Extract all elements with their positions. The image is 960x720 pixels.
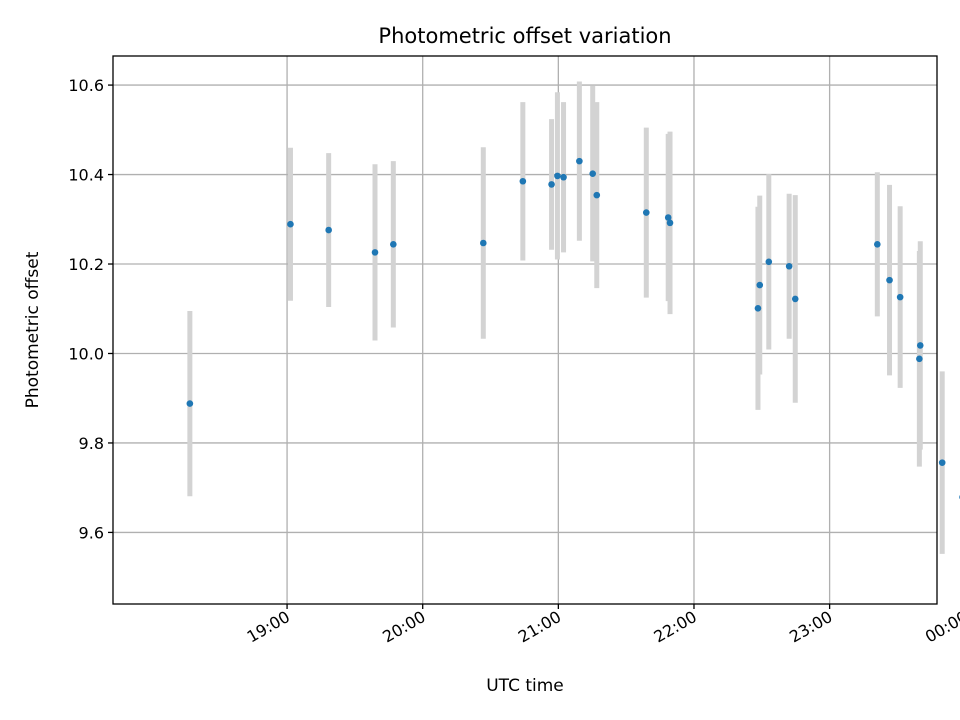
data-point: [287, 220, 294, 228]
y-tick-label: 10.0: [68, 344, 104, 363]
data-point: [754, 305, 762, 312]
data-point: [886, 276, 893, 284]
data-point: [916, 342, 924, 349]
data-point: [371, 249, 379, 256]
data-point: [938, 459, 946, 466]
data-point: [916, 355, 923, 363]
data-point: [765, 258, 773, 266]
y-tick-label: 10.6: [68, 76, 104, 95]
data-point: [186, 400, 194, 407]
y-tick-label: 9.6: [79, 523, 104, 542]
data-point: [576, 157, 583, 165]
chart-title: Photometric offset variation: [378, 24, 671, 48]
data-point: [874, 241, 881, 248]
data-point: [896, 293, 904, 301]
data-point: [519, 177, 527, 185]
data-point: [642, 209, 650, 216]
data-point-layer: [186, 157, 960, 500]
data-point: [589, 170, 597, 177]
y-tick-label: 10.4: [68, 166, 104, 185]
y-axis-label: Photometric offset: [23, 251, 43, 408]
data-point: [390, 241, 397, 248]
data-point: [560, 173, 567, 181]
data-point: [325, 226, 332, 234]
y-tick-label: 9.8: [79, 434, 104, 453]
data-point: [548, 181, 555, 188]
data-point: [791, 295, 799, 303]
data-point: [479, 239, 487, 247]
data-point: [785, 262, 793, 270]
data-point: [666, 219, 674, 227]
x-axis-label: UTC time: [486, 676, 564, 696]
plot-frame: [112, 55, 938, 605]
data-point: [593, 191, 601, 199]
y-tick-label: 10.2: [68, 255, 104, 274]
data-point: [554, 172, 561, 180]
data-point: [664, 214, 672, 221]
data-point: [756, 281, 764, 289]
